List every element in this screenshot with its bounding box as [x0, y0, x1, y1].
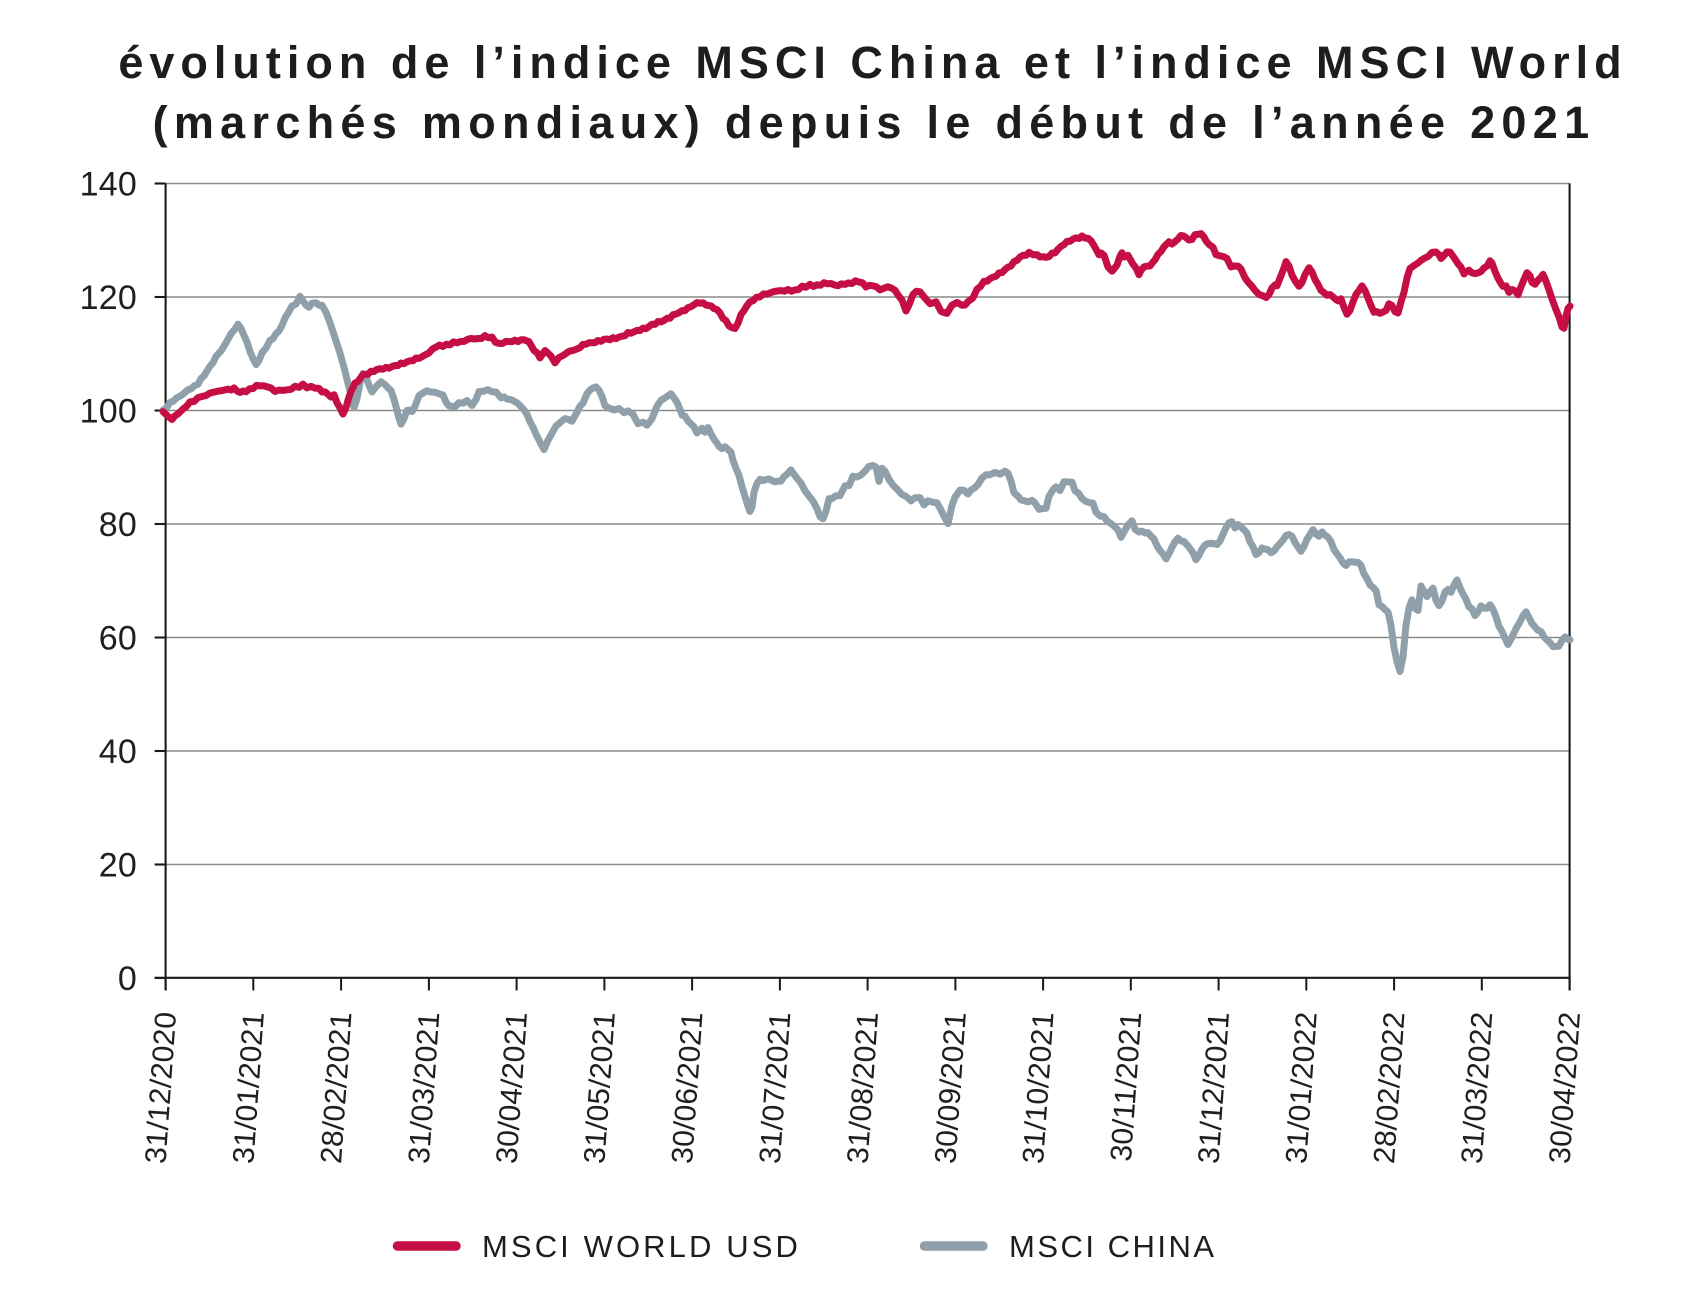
svg-text:120: 120 [80, 279, 137, 317]
svg-text:(marchés mondiaux) depuis le d: (marchés mondiaux) depuis le début de l’… [153, 97, 1596, 148]
svg-text:évolution de l’indice MSCI Chi: évolution de l’indice MSCI China et l’in… [118, 37, 1627, 88]
svg-text:MSCI WORLD USD: MSCI WORLD USD [482, 1229, 801, 1264]
svg-text:0: 0 [118, 960, 137, 998]
svg-text:40: 40 [99, 733, 137, 771]
svg-text:100: 100 [80, 392, 137, 430]
svg-text:140: 140 [80, 165, 137, 203]
svg-text:60: 60 [99, 619, 137, 657]
svg-text:20: 20 [99, 846, 137, 884]
svg-text:80: 80 [99, 506, 137, 544]
svg-text:MSCI CHINA: MSCI CHINA [1009, 1229, 1217, 1264]
